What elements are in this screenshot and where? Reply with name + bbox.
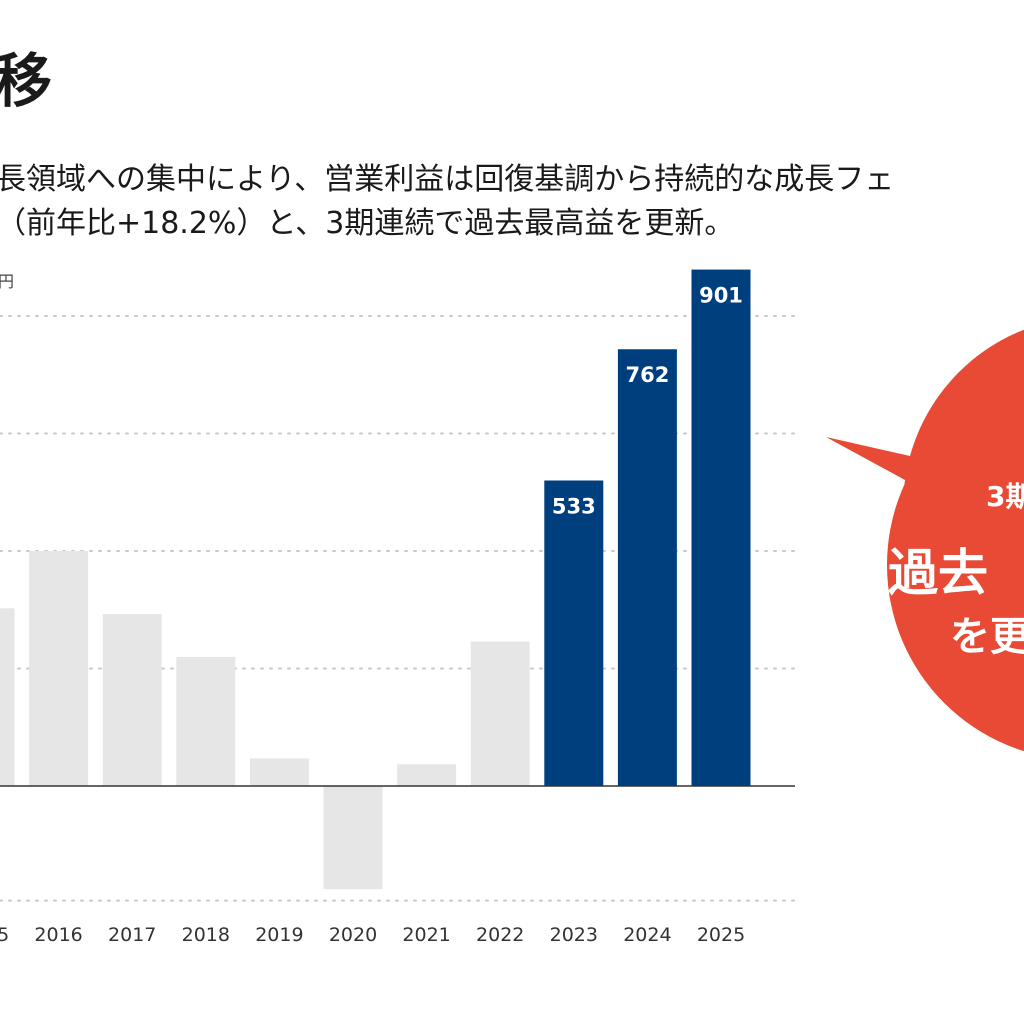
bar-2025: [691, 269, 751, 786]
bar-2024: [617, 349, 677, 786]
bar-2015: [0, 608, 15, 786]
callout-line-1: 3期: [986, 480, 1024, 513]
x-tick-2015: 2015: [0, 924, 9, 946]
x-tick-2018: 2018: [182, 924, 230, 946]
x-tick-2025: 2025: [697, 924, 745, 946]
bar-2023: [544, 480, 604, 786]
data-label-2025: 901: [699, 284, 743, 308]
x-tick-2023: 2023: [550, 924, 598, 946]
chart-title: 移: [0, 47, 55, 115]
x-tick-2019: 2019: [255, 924, 303, 946]
unit-label: 円: [0, 272, 15, 291]
x-tick-2024: 2024: [623, 924, 671, 946]
x-tick-2016: 2016: [34, 924, 82, 946]
callout-circle: [887, 378, 1024, 752]
bar-2016: [29, 551, 89, 786]
bar-2020: [323, 786, 383, 890]
bar-2021: [397, 764, 457, 786]
x-tick-2021: 2021: [402, 924, 450, 946]
x-tick-2022: 2022: [476, 924, 524, 946]
data-label-2024: 762: [625, 363, 669, 387]
callout-line-2: 過去: [888, 544, 988, 602]
bar-2017: [102, 614, 162, 786]
callout-line-3: を更: [950, 614, 1024, 660]
subtitle-line-1: 長領域への集中により、営業利益は回復基調から持続的な成長フェ: [0, 162, 895, 197]
x-tick-2017: 2017: [108, 924, 156, 946]
bar-2019: [249, 758, 309, 786]
data-label-2023: 533: [552, 495, 596, 519]
bar-2022: [470, 641, 530, 786]
x-tick-2020: 2020: [329, 924, 377, 946]
bar-2018: [176, 657, 236, 786]
subtitle-line-2: （前年比+18.2%）と、3期連続で過去最高益を更新。: [0, 206, 735, 241]
